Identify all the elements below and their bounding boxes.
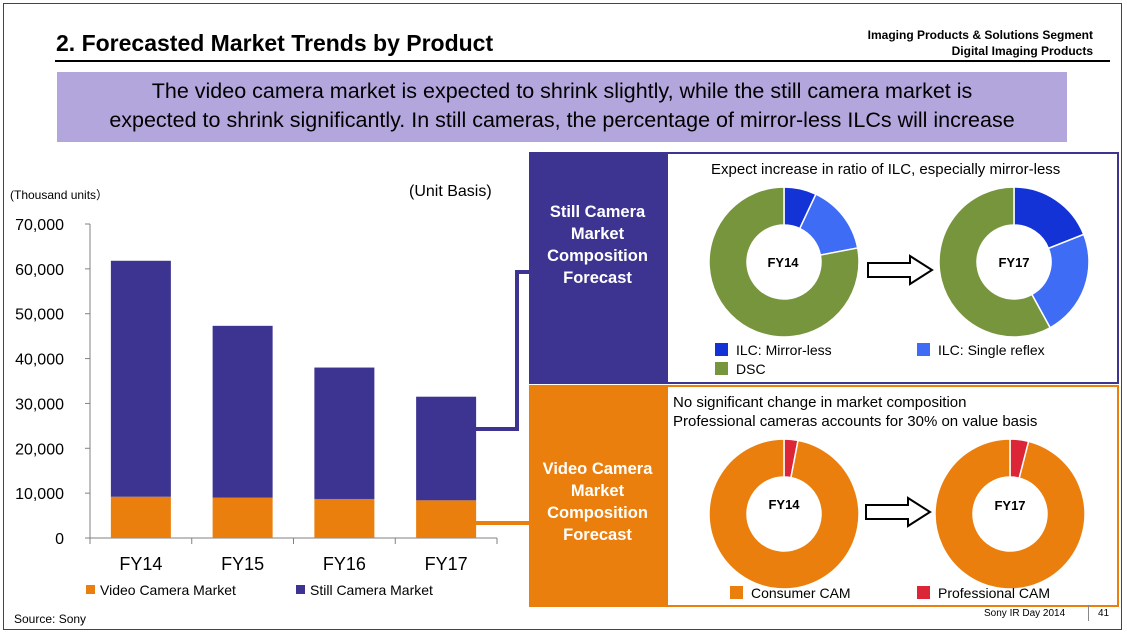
bar-still-camera (110, 260, 171, 497)
donut-label-still-fy17: FY17 (998, 255, 1030, 270)
legend-swatch-still (296, 585, 305, 594)
legend-label-ilc-single-reflex: ILC: Single reflex (938, 342, 1045, 358)
slide-frame (3, 3, 1122, 630)
still-title-line: Still Camera (549, 203, 646, 221)
video-title-line: Video Camera (542, 460, 653, 478)
page-number: 41 (1098, 608, 1110, 619)
still-title-line: Forecast (563, 269, 632, 287)
legend-video-camera: Video Camera Market (86, 582, 236, 598)
segment-name: Imaging Products & Solutions Segment (867, 28, 1093, 42)
legend-ilc-single-reflex: ILC: Single reflex (917, 342, 1045, 358)
donut-label-video-fy14: FY14 (768, 497, 800, 512)
still-title-line: Composition (547, 247, 648, 265)
footer-event: Sony IR Day 2014 (984, 608, 1066, 619)
bar-video-camera (212, 497, 273, 538)
legend-swatch-consumer-cam (730, 586, 743, 599)
y-tick-label: 20,000 (15, 441, 64, 458)
bar-still-camera (212, 325, 273, 498)
page-title: 2. Forecasted Market Trends by Product (56, 30, 494, 56)
bar-still-camera (416, 396, 477, 501)
source-note: Source: Sony (14, 612, 87, 626)
summary-banner-text: The video camera market is expected to s… (57, 77, 1067, 135)
video-title-line: Forecast (563, 526, 632, 544)
y-tick-label: 50,000 (15, 307, 64, 324)
legend-still-camera: Still Camera Market (296, 582, 433, 598)
x-tick-label: FY16 (323, 554, 366, 574)
legend-label-consumer-cam: Consumer CAM (751, 585, 851, 601)
still-camera-note: Expect increase in ratio of ILC, especia… (711, 161, 1061, 178)
x-tick-label: FY17 (425, 554, 468, 574)
segment-subname: Digital Imaging Products (951, 44, 1093, 58)
title-underline (55, 60, 1110, 62)
legend-swatch-ilc-mirrorless (715, 343, 728, 356)
video-camera-label-box (529, 385, 666, 607)
legend-swatch-professional-cam (917, 586, 930, 599)
still-camera-panel-title: Still Camera Market Composition Forecast (529, 201, 666, 289)
video-title-line: Market (570, 482, 625, 500)
video-camera-panel-title: Video Camera Market Composition Forecast (529, 458, 666, 546)
legend-dsc: DSC (715, 361, 766, 377)
legend-label-ilc-mirrorless: ILC: Mirror-less (736, 342, 832, 358)
donut-label-still-fy14: FY14 (767, 255, 799, 270)
video-camera-note-2: Professional cameras accounts for 30% on… (673, 413, 1038, 430)
legend-label-video: Video Camera Market (100, 582, 236, 598)
unit-basis-label: (Unit Basis) (409, 183, 492, 200)
bar-video-camera (314, 498, 375, 538)
market-bar-chart: 0 10,000 20,000 30,000 40,000 50,000 60,000 70,… (15, 217, 498, 574)
bar-still-camera (314, 367, 375, 499)
legend-ilc-mirrorless: ILC: Mirror-less (715, 342, 832, 358)
footer-separator (1088, 605, 1089, 621)
legend-swatch-ilc-single-reflex (917, 343, 930, 356)
legend-swatch-dsc (715, 362, 728, 375)
legend-consumer-cam: Consumer CAM (730, 585, 851, 601)
summary-banner (57, 72, 1067, 142)
summary-line-2: expected to shrink significantly. In sti… (109, 108, 1015, 132)
still-camera-label-box (529, 152, 666, 384)
legend-label-still: Still Camera Market (310, 582, 433, 598)
bar-video-camera (110, 496, 171, 538)
y-axis-units-label: (Thousand units） (10, 188, 109, 202)
bar-video-camera (416, 500, 477, 538)
legend-swatch-video (86, 585, 95, 594)
still-title-line: Market (570, 225, 625, 243)
y-tick-label: 0 (55, 531, 64, 548)
y-tick-label: 70,000 (15, 217, 64, 234)
y-tick-label: 60,000 (15, 262, 64, 279)
legend-professional-cam: Professional CAM (917, 585, 1050, 601)
video-camera-note-1: No significant change in market composit… (673, 394, 967, 411)
summary-line-1: The video camera market is expected to s… (151, 79, 973, 103)
x-tick-label: FY14 (119, 554, 162, 574)
donut-label-video-fy17: FY17 (994, 498, 1026, 513)
legend-label-dsc: DSC (736, 361, 766, 377)
y-tick-label: 40,000 (15, 352, 64, 369)
y-tick-label: 10,000 (15, 486, 64, 503)
legend-label-professional-cam: Professional CAM (938, 585, 1051, 601)
video-title-line: Composition (547, 504, 648, 522)
x-tick-label: FY15 (221, 554, 264, 574)
y-tick-label: 30,000 (15, 396, 64, 413)
